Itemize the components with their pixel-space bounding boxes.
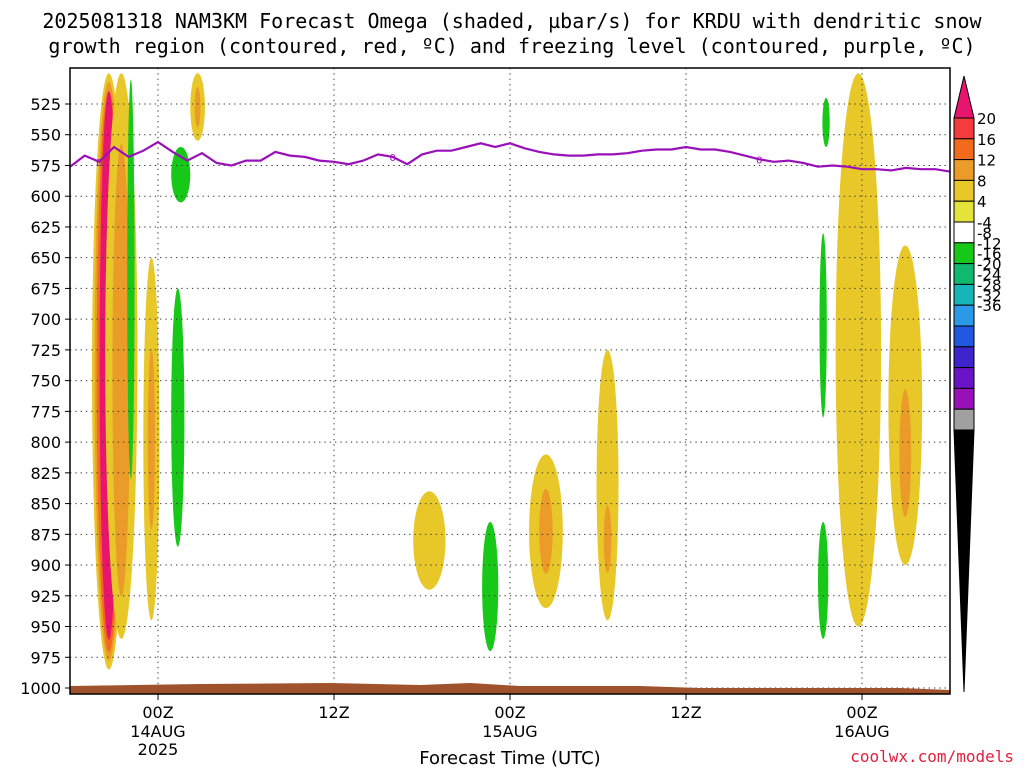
y-tick-label: 750 — [30, 372, 61, 391]
colorbar-label: -16 — [977, 245, 1002, 263]
y-tick-label: 775 — [30, 402, 61, 421]
colorbar-label: -28 — [977, 276, 1002, 294]
omega-region-core-3-inner-1 — [147, 348, 156, 530]
omega-region-low-3-inner-1 — [603, 505, 612, 574]
credit-link[interactable]: coolwx.com/models — [850, 747, 1014, 766]
freezing-level-labels: 0 0 0 — [96, 153, 762, 169]
x-tick-label: 00Z — [494, 703, 525, 722]
colorbar-swatch — [953, 346, 975, 369]
chart-title-line-2: growth region (contoured, red, ºC) and f… — [48, 34, 975, 58]
x-tick-date: 14AUG — [130, 722, 185, 741]
colorbar-bottom-arrow — [953, 429, 975, 693]
colorbar-label: -20 — [977, 256, 1002, 274]
freezing-level-contour — [70, 140, 950, 173]
terrain-fill — [70, 683, 950, 694]
y-tick-label: 875 — [30, 525, 61, 544]
x-tick-date: 15AUG — [482, 722, 537, 741]
colorbar-swatch — [953, 117, 975, 140]
y-tick-label: 575 — [30, 156, 61, 175]
omega-region-neg-4 — [482, 522, 499, 652]
omega-region-neg-1 — [127, 79, 135, 479]
x-tick-year: 2025 — [138, 740, 179, 759]
colorbar: 20 16 12 8 4 -4-8-12-16-20-24-28-32-36 — [953, 75, 1002, 693]
colorbar-label: 16 — [977, 131, 996, 149]
y-tick-label: 900 — [30, 556, 61, 575]
colorbar-swatch — [953, 304, 975, 327]
y-tick-label: 850 — [30, 495, 61, 514]
y-tick-label: 800 — [30, 433, 61, 452]
y-tick-label: 525 — [30, 95, 61, 114]
freezing-level-label: 0 — [756, 155, 762, 166]
colorbar-label: -12 — [977, 235, 1002, 253]
omega-region-neg-5 — [822, 97, 830, 148]
colorbar-label: -32 — [977, 287, 1002, 305]
colorbar-swatch — [953, 242, 975, 265]
omega-region-low-2-inner-1 — [539, 488, 553, 574]
omega-region-neg-3 — [171, 288, 185, 547]
x-tick-label: 12Z — [318, 703, 349, 722]
colorbar-swatch — [953, 179, 975, 202]
omega-shaded-fields — [92, 73, 923, 670]
colorbar-label: -8 — [977, 224, 992, 242]
y-tick-label: 950 — [30, 618, 61, 637]
omega-region-low-1 — [413, 491, 446, 590]
colorbar-swatch — [953, 200, 975, 223]
colorbar-label: 4 — [977, 193, 987, 211]
x-tick-label: 00Z — [846, 703, 877, 722]
y-tick-label: 1000 — [20, 679, 61, 698]
chart-title-line-1: 2025081318 NAM3KM Forecast Omega (shaded… — [42, 9, 982, 33]
omega-region-core-2-inner-1 — [112, 143, 131, 597]
omega-region-neg-2 — [171, 147, 191, 203]
omega-region-neg-7 — [818, 522, 829, 639]
colorbar-swatch — [953, 283, 975, 306]
colorbar-swatch — [953, 263, 975, 285]
y-tick-label: 625 — [30, 218, 61, 237]
y-tick-label: 700 — [30, 310, 61, 329]
colorbar-swatch — [953, 325, 975, 348]
colorbar-swatch — [953, 138, 975, 161]
y-tick-label: 975 — [30, 648, 61, 667]
y-axis: 525 550 575 600 625 650 675 700 725 750 775 800 825 8… — [20, 95, 70, 698]
freezing-level-label: 0 — [96, 158, 102, 169]
colorbar-label: -36 — [977, 297, 1002, 315]
colorbar-label: 20 — [977, 110, 996, 128]
y-tick-label: 825 — [30, 464, 61, 483]
colorbar-top-arrow — [953, 75, 975, 119]
freezing-level-label: 0 — [389, 153, 395, 164]
y-tick-label: 675 — [30, 279, 61, 298]
colorbar-swatch — [953, 408, 975, 431]
omega-region-upper-1-inner-1 — [194, 86, 201, 128]
colorbar-label: 8 — [977, 172, 987, 190]
y-tick-label: 550 — [30, 126, 61, 145]
grid-lines — [70, 68, 950, 694]
colorbar-label: -24 — [977, 266, 1002, 284]
terrain-strip — [70, 683, 950, 694]
omega-region-right-1 — [835, 73, 882, 627]
y-tick-label: 725 — [30, 341, 61, 360]
colorbar-swatch — [953, 387, 975, 410]
y-tick-label: 925 — [30, 587, 61, 606]
y-tick-label: 600 — [30, 187, 61, 206]
x-tick-date: 16AUG — [834, 722, 889, 741]
colorbar-swatch — [953, 159, 975, 181]
colorbar-label: 12 — [977, 152, 996, 170]
omega-region-neg-6 — [819, 233, 827, 418]
x-axis-label: Forecast Time (UTC) — [419, 748, 600, 768]
colorbar-label: -4 — [977, 214, 992, 232]
x-tick-label: 12Z — [670, 703, 701, 722]
colorbar-swatch — [953, 221, 975, 244]
x-tick-label: 00Z — [142, 703, 173, 722]
omega-region-low-3 — [596, 349, 619, 621]
plot-area — [70, 68, 950, 694]
colorbar-swatch — [953, 367, 975, 389]
omega-region-right-2-inner-1 — [899, 389, 912, 518]
y-tick-label: 650 — [30, 249, 61, 268]
